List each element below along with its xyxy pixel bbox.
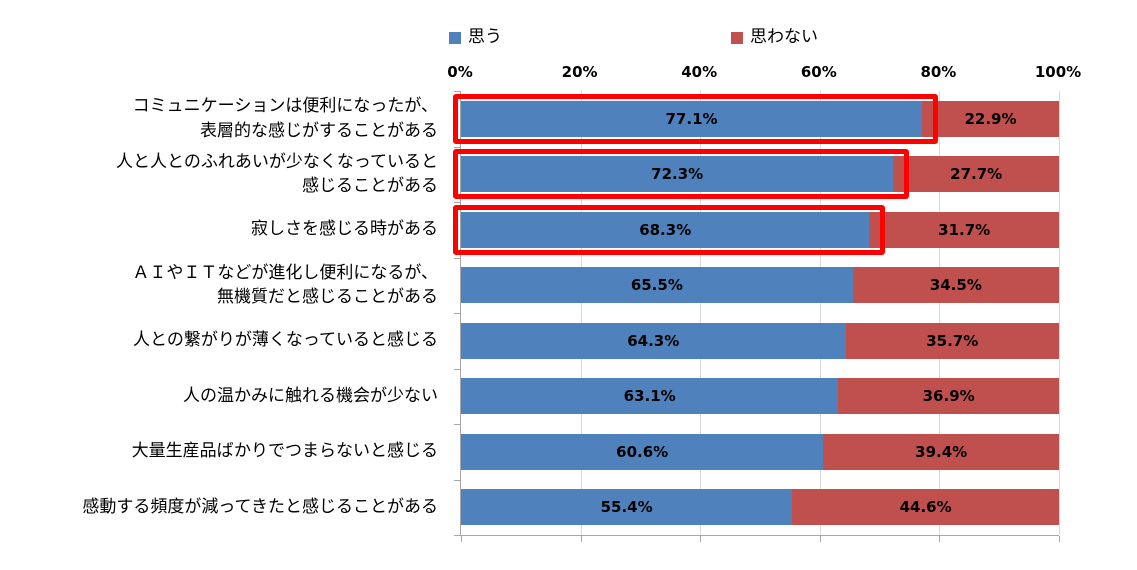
- gridline: [700, 91, 702, 535]
- y-axis-tick: [454, 91, 460, 92]
- x-axis: 0% 20% 40% 60% 80% 100%: [447, 63, 1081, 85]
- gridline: [819, 91, 821, 535]
- stacked-bar: 77.1% 22.9%: [453, 93, 1059, 144]
- y-axis-tick: [454, 479, 460, 481]
- stacked-bar: 60.6% 39.4%: [461, 433, 1059, 470]
- bar-segment-omou: 77.1%: [461, 100, 923, 137]
- x-tick-label: 20%: [561, 63, 598, 81]
- x-tick-label: 0%: [447, 63, 473, 81]
- plot-area: 77.1% 22.9% 72.3% 27.7% 68.3% 31.7% 65.5% 34.5%…: [453, 91, 1060, 542]
- bar-row: 60.6% 39.4%: [461, 424, 1059, 480]
- bar-segment-omowanai: 22.9%: [922, 100, 1059, 137]
- stacked-bar: 68.3% 31.7%: [453, 204, 1059, 255]
- stacked-bar: 55.4% 44.6%: [461, 489, 1059, 526]
- bar-row: 72.3% 27.7%: [453, 147, 1059, 203]
- x-axis-tick: [580, 536, 582, 542]
- category-label: コミュニケーションは便利になったが、 表層的な感じがすることがある: [132, 96, 438, 141]
- legend-swatch-omowanai-icon: [731, 31, 743, 44]
- x-axis-tick: [1059, 536, 1060, 542]
- bar-segment-omou: 60.6%: [461, 433, 824, 470]
- legend-label-omowanai: 思わない: [750, 27, 818, 47]
- bar-row: 68.3% 31.7%: [453, 202, 1059, 258]
- gridline: [1059, 91, 1060, 535]
- stacked-bar: 64.3% 35.7%: [461, 322, 1059, 359]
- category-labels: コミュニケーションは便利になったが、 表層的な感じがすることがある人と人とのふれ…: [0, 91, 448, 535]
- y-axis-tick: [454, 202, 460, 203]
- stacked-bar: 72.3% 27.7%: [453, 149, 1059, 200]
- stacked-bar: 63.1% 36.9%: [461, 378, 1059, 415]
- x-axis-tick: [461, 536, 462, 542]
- y-axis-tick: [454, 313, 460, 314]
- legend-item-omowanai: 思わない: [731, 29, 818, 46]
- category-label: ＡＩやＩＴなどが進化し便利になるが、 無機質だと感じることがある: [132, 262, 438, 308]
- y-axis-tick: [454, 257, 460, 259]
- category-label: 人との繋がりが薄くなっていると感じる: [133, 330, 438, 351]
- bar-segment-omou: 68.3%: [461, 211, 870, 248]
- bar-segment-omou: 65.5%: [461, 267, 853, 304]
- bar-row: 64.3% 35.7%: [461, 313, 1059, 369]
- y-axis-tick: [454, 368, 460, 370]
- bar-segment-omou: 55.4%: [461, 489, 793, 526]
- bar-segment-omowanai: 36.9%: [838, 378, 1059, 415]
- bar-row: 65.5% 34.5%: [461, 258, 1059, 314]
- bar-segment-omowanai: 31.7%: [869, 211, 1059, 248]
- x-tick-label: 100%: [1034, 63, 1082, 81]
- bar-row: 77.1% 22.9%: [453, 91, 1059, 147]
- category-label: 感動する頻度が減ってきたと感じることがある: [82, 496, 438, 517]
- stacked-bar: 65.5% 34.5%: [461, 267, 1059, 304]
- bar-segment-omowanai: 34.5%: [852, 267, 1059, 304]
- legend-item-omou: 思う: [449, 29, 502, 46]
- bar-segment-omowanai: 27.7%: [893, 156, 1059, 193]
- x-tick-label: 80%: [920, 63, 957, 81]
- bar-row: 63.1% 36.9%: [461, 369, 1059, 425]
- x-axis-tick: [700, 536, 702, 542]
- category-label: 人と人とのふれあいが少なくなっていると 感じることがある: [116, 151, 438, 197]
- legend-swatch-omou-icon: [449, 31, 461, 44]
- gridline: [580, 91, 582, 535]
- bar-segment-omou: 64.3%: [461, 322, 846, 359]
- category-label: 寂しさを感じる時がある: [251, 219, 438, 240]
- bar-segment-omou: 72.3%: [461, 156, 894, 193]
- bar-segment-omowanai: 39.4%: [823, 433, 1059, 470]
- y-axis-tick: [454, 146, 460, 148]
- gridline: [939, 91, 941, 535]
- x-axis-tick: [819, 536, 821, 542]
- bar-segment-omowanai: 35.7%: [845, 322, 1059, 359]
- legend-label-omou: 思う: [468, 27, 502, 47]
- x-tick-label: 40%: [681, 63, 718, 81]
- x-axis-tick: [939, 536, 941, 542]
- category-label: 大量生産品ばかりでつまらないと感じる: [131, 441, 438, 462]
- bar-row: 55.4% 44.6%: [461, 480, 1059, 536]
- bar-rows: 77.1% 22.9% 72.3% 27.7% 68.3% 31.7% 65.5% 34.5%…: [453, 91, 1059, 536]
- y-axis-tick: [454, 535, 460, 536]
- bar-segment-omowanai: 44.6%: [792, 489, 1059, 526]
- y-axis-tick: [454, 424, 460, 425]
- x-tick-label: 60%: [800, 63, 837, 81]
- bar-segment-omou: 63.1%: [461, 378, 839, 415]
- category-label: 人の温かみに触れる機会が少ない: [183, 385, 438, 406]
